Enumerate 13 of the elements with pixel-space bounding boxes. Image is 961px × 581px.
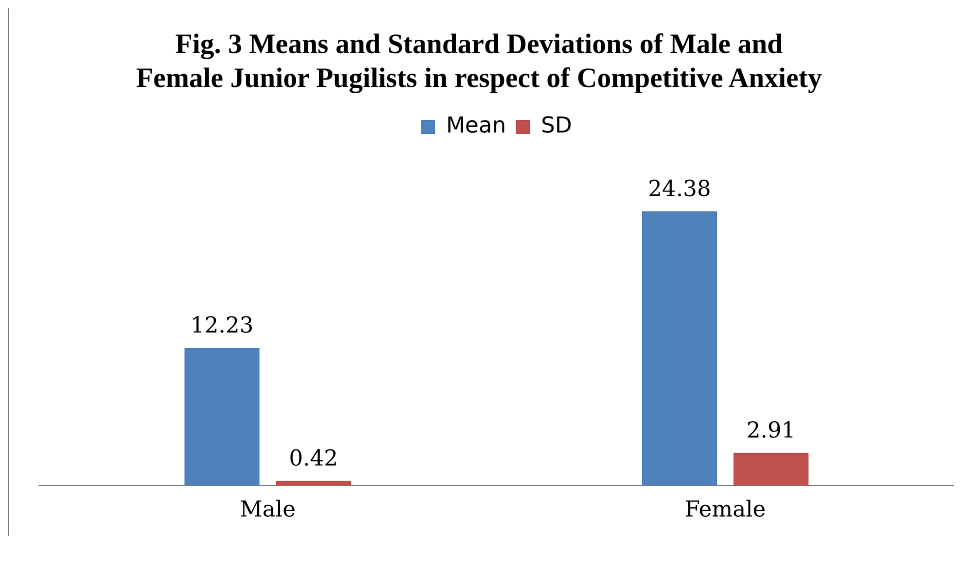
x-tick-label: Male xyxy=(240,498,296,523)
legend-label: Mean xyxy=(446,114,506,139)
bar xyxy=(642,211,718,486)
data-label: 0.42 xyxy=(289,446,338,472)
data-label: 24.38 xyxy=(648,176,711,202)
legend-label: SD xyxy=(541,114,572,139)
bar xyxy=(276,480,352,486)
bar xyxy=(184,348,260,486)
x-tick-label: Female xyxy=(684,498,766,523)
chart-title: Fig. 3 Means and Standard Deviations of Male and Female Junior Pugilists in respect of Competitive Anxiety xyxy=(135,28,823,96)
data-label: 2.91 xyxy=(746,418,796,444)
bar xyxy=(733,452,809,486)
data-label: 12.23 xyxy=(190,314,254,339)
